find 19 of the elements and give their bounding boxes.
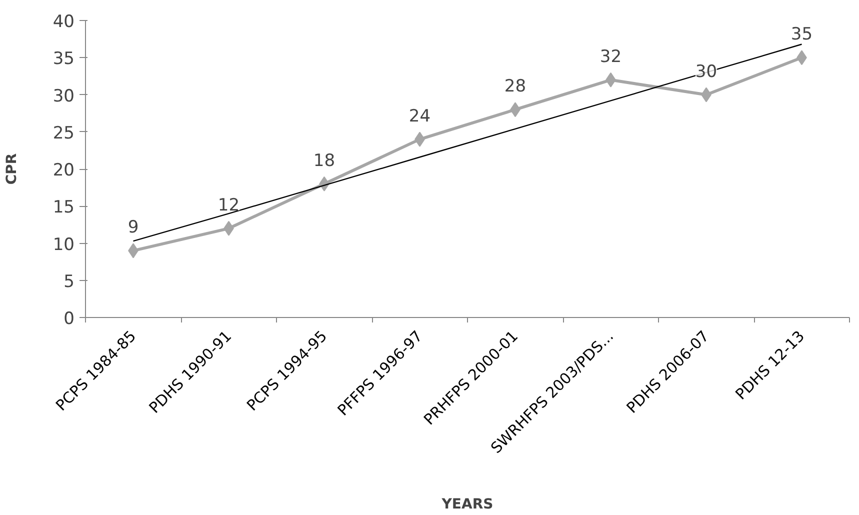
y-tick-label: 35 [52, 49, 75, 70]
x-axis-title: YEARS [440, 496, 494, 512]
data-label: 28 [504, 76, 526, 97]
y-tick-label: 30 [52, 86, 75, 106]
y-tick-label: 25 [52, 123, 75, 144]
data-label: 32 [600, 46, 622, 67]
y-tick-label: 5 [64, 272, 75, 292]
y-tick-label: 15 [52, 198, 75, 218]
data-label: 18 [313, 150, 336, 171]
data-label: 24 [408, 106, 431, 126]
data-label: 9 [128, 218, 139, 238]
y-axis-title: CPR [4, 153, 20, 185]
y-tick-label: 0 [64, 309, 75, 329]
y-tick-label: 40 [52, 12, 75, 32]
y-tick-label: 10 [52, 234, 75, 255]
y-tick-label: 20 [52, 160, 75, 180]
data-label: 35 [790, 24, 813, 45]
data-label: 12 [218, 195, 240, 216]
data-label: 30 [695, 62, 718, 82]
